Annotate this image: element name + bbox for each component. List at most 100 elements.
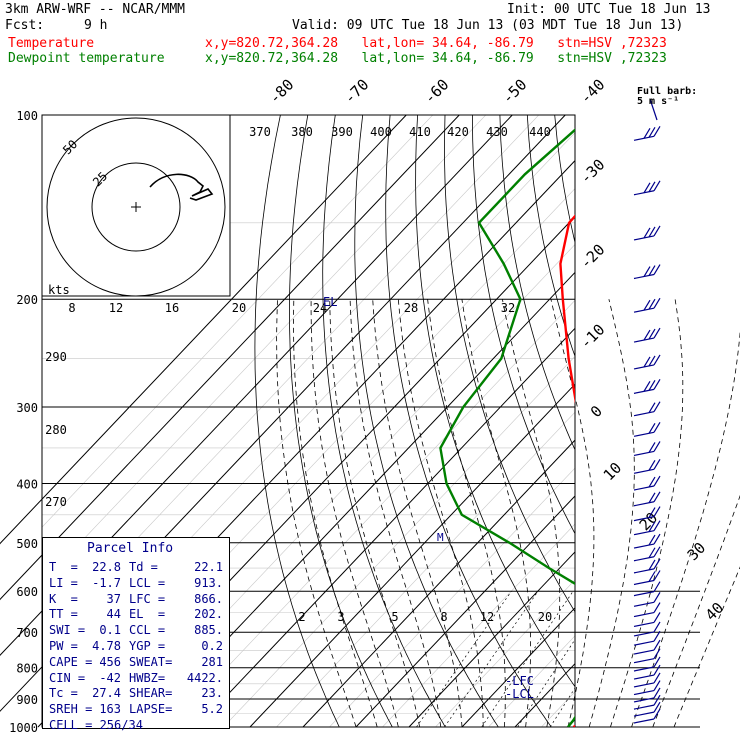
wind-barb-shaft	[633, 411, 655, 417]
parcel-key: Td =	[129, 560, 158, 574]
temperature-tick-label: -80	[266, 76, 298, 108]
wind-barb-flag	[648, 402, 656, 414]
wind-barb-shaft	[633, 697, 655, 703]
isotherm-minor-line	[276, 411, 575, 727]
isotherm-line	[196, 327, 576, 728]
wind-barb-flag	[643, 381, 651, 392]
isotherm-line	[0, 114, 460, 601]
isotherm-line	[408, 551, 576, 728]
parcel-value: -42	[99, 670, 121, 685]
isotherm-line	[0, 114, 407, 545]
parcel-value: 0.2	[201, 639, 223, 653]
moist-adiabat-line	[349, 299, 442, 728]
pressure-tick-label: 100	[16, 109, 38, 123]
hodograph-speed-tick: 32	[501, 301, 515, 315]
header: 3km ARW-WRF -- NCAR/MMM Init: 00 UTC Tue…	[0, 0, 740, 70]
wind-barb-flag	[643, 227, 651, 239]
isotherm-line	[302, 439, 576, 728]
parcel-value: 163	[99, 702, 121, 717]
parcel-value: 885.	[194, 623, 223, 638]
parcel-key: CIN =	[49, 670, 86, 685]
isotherm-minor-line	[329, 467, 575, 727]
isotherm-minor-line	[42, 115, 433, 528]
wind-barb-shaft	[633, 568, 655, 574]
wind-barb-flag	[653, 180, 661, 192]
pressure-tick-label: 500	[16, 537, 38, 551]
mixing-ratio-label: 5	[391, 610, 398, 624]
temperature-tick-label: 20	[636, 509, 662, 535]
wind-barb-flag	[653, 520, 661, 531]
parcel-row: CAPE = 456 SWEAT= 281	[49, 655, 223, 671]
theta-label: 430	[486, 125, 508, 139]
isotherm-minor-line	[648, 115, 740, 727]
wind-barbs	[633, 98, 661, 724]
parcel-value: 866.	[194, 591, 223, 606]
wind-barb-flag	[653, 225, 661, 237]
mixing-ratio-label: 3	[337, 610, 344, 624]
wind-barb-shaft	[633, 674, 655, 680]
moist-adiabat-line	[631, 328, 740, 728]
theta-label: 380	[291, 125, 313, 139]
wind-barb-shaft	[633, 485, 655, 491]
parcel-key: K =	[49, 591, 78, 606]
temperature-tick-label: 10	[600, 459, 626, 485]
wind-barb-shaft	[633, 682, 655, 688]
wind-barb-shaft	[633, 611, 655, 618]
parcel-value: 202.	[194, 607, 223, 622]
wind-barb-flag	[648, 127, 656, 138]
wind-barb-flag	[653, 533, 661, 545]
hodograph-trace	[149, 173, 214, 201]
wind-barb-flag	[648, 328, 656, 340]
isotherm-minor-line	[170, 299, 575, 727]
dewpoint-legend: Dewpoint temperature	[8, 51, 165, 66]
wind-barb-flag	[653, 664, 661, 676]
parcel-value: 23.	[201, 686, 223, 701]
parcel-key: EL =	[129, 607, 166, 622]
isotherm-minor-line	[488, 635, 575, 727]
temperature-legend: Temperature	[8, 36, 95, 51]
wind-barb-flag	[653, 639, 661, 651]
mixing-ratio-line	[416, 590, 512, 727]
wind-barb-flag	[653, 630, 661, 642]
wind-barb-flag	[653, 506, 661, 517]
init-label: Init: 00 UTC Tue 18 Jun 13	[507, 2, 711, 17]
wind-barb-shaft	[633, 431, 655, 437]
parcel-key: LI =	[49, 575, 78, 590]
wind-barb-flag	[653, 708, 661, 720]
lcl-annotation: -LCL	[505, 687, 534, 701]
hodograph-ring-50	[46, 117, 226, 297]
lfc-annotation: -LFC	[505, 674, 534, 688]
dry-adiabat-line	[719, 115, 740, 740]
temperature-profile	[559, 214, 575, 727]
parcel-value: 281	[201, 654, 223, 669]
hodograph-speed-tick: 12	[109, 301, 123, 315]
parcel-row: TT = 44 EL = 202.	[49, 607, 223, 623]
pressure-tick-label: 400	[16, 477, 38, 491]
wind-barb-shaft	[633, 711, 655, 717]
pressure-tick-label: 600	[16, 585, 38, 599]
dry-adiabats	[254, 115, 740, 740]
wind-barb-flag	[653, 422, 661, 433]
moist-adiabat-line	[276, 299, 357, 728]
dry-adiabat-line	[289, 115, 393, 727]
parcel-value: 37	[106, 591, 121, 606]
wind-barb-shaft	[633, 591, 655, 597]
wind-barb-flag	[653, 694, 661, 706]
temperature-tick-label: -10	[577, 321, 609, 353]
parcel-value: 5.2	[201, 702, 223, 717]
forecast-value: 9 h	[84, 18, 108, 33]
hodograph-units-label: kts	[48, 283, 70, 297]
pressure-tick-label: 900	[16, 693, 38, 707]
moist-adiabat-line	[610, 299, 684, 728]
wind-barb-shaft	[633, 516, 655, 522]
moist-adiabat-line	[293, 299, 378, 728]
theta-label: 410	[409, 125, 431, 139]
parcel-info-panel: Parcel Info T = 22.8 Td = 22.1 LI = -1.7 LCL =…	[42, 537, 230, 732]
wind-barb-flag	[653, 126, 661, 137]
parcel-row: Tc = 27.4 SHEAR= 23.	[49, 686, 223, 702]
parcel-key: PW =	[49, 639, 78, 653]
wind-barb-flag	[648, 459, 656, 471]
temperature-tick-label: -40	[577, 76, 609, 108]
mixing-ratio-label: 8	[440, 610, 447, 624]
parcel-row: SREH = 163 LAPSE= 5.2	[49, 702, 223, 718]
